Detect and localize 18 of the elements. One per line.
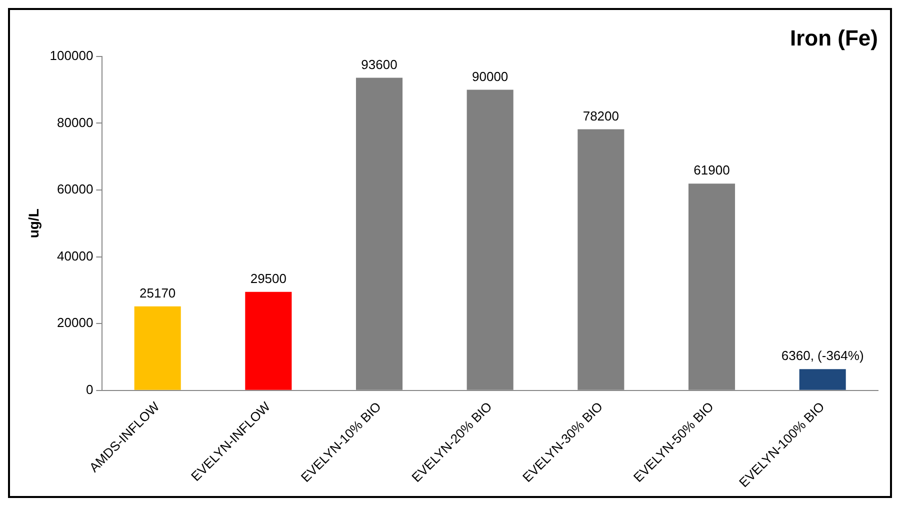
data-label: 90000 (472, 68, 508, 84)
data-label: 29500 (250, 270, 287, 286)
y-tick-label: 80000 (57, 114, 94, 130)
y-tick-label: 20000 (57, 315, 94, 330)
bar (134, 306, 181, 390)
y-axis-title: ug/L (25, 208, 42, 238)
data-label: 6360, (-364%) (781, 348, 864, 364)
y-tick-label: 60000 (57, 182, 94, 197)
y-tick-label: 100000 (50, 48, 94, 63)
y-tick-label: 0 (86, 382, 94, 397)
bar (799, 369, 846, 390)
data-label: 78200 (582, 108, 619, 124)
data-label: 61900 (694, 162, 730, 178)
bar (245, 292, 292, 390)
data-label: 25170 (140, 285, 176, 300)
data-label: 93600 (361, 56, 398, 72)
chart-title: Iron (Fe) (790, 25, 878, 50)
y-tick-label: 40000 (57, 248, 94, 264)
